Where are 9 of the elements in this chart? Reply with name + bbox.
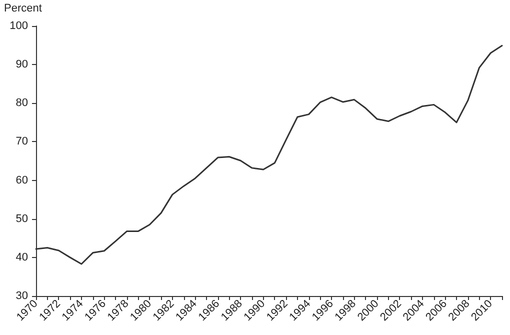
- y-tick-label: 30: [16, 290, 28, 302]
- y-tick-label: 100: [10, 20, 28, 32]
- y-tick-label: 50: [16, 212, 28, 225]
- y-axis-title: Percent: [4, 2, 42, 14]
- y-tick-label: 90: [16, 58, 28, 71]
- y-tick-label: 60: [16, 174, 28, 186]
- y-tick-label: 40: [16, 251, 28, 264]
- y-tick-label: 80: [16, 97, 28, 110]
- y-tick-label: 70: [16, 136, 28, 148]
